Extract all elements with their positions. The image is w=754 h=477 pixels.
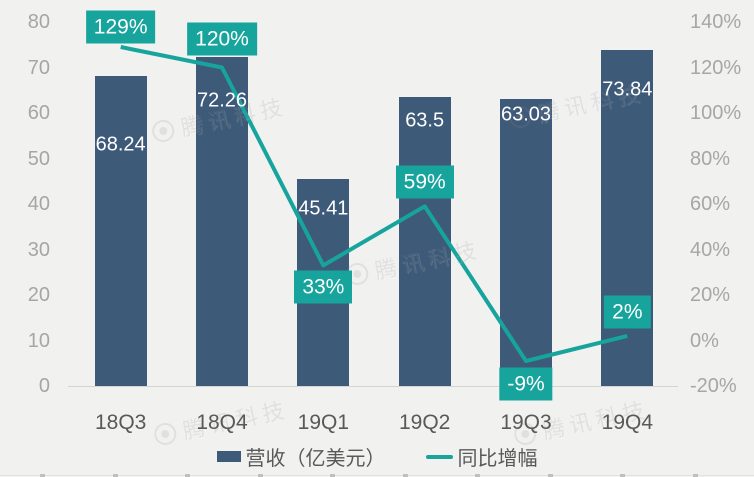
y-axis-tick-label: 10 bbox=[27, 329, 50, 352]
line-series-marker-icon bbox=[425, 454, 453, 459]
bar-value-label: 68.24 bbox=[95, 133, 146, 155]
y-axis-tick-label: 60 bbox=[27, 102, 50, 124]
bar bbox=[601, 50, 654, 386]
bar bbox=[500, 99, 552, 386]
bar bbox=[196, 57, 248, 386]
y-axis-tick-label: 40 bbox=[27, 193, 50, 215]
legend-item-revenue: 营收（亿美元） bbox=[216, 442, 386, 471]
x-axis-category-label: 18Q4 bbox=[196, 411, 248, 434]
bottom-ruler-tick bbox=[330, 474, 335, 477]
bar bbox=[398, 97, 451, 386]
y2-axis-tick-label: 140% bbox=[690, 11, 742, 33]
x-axis-baseline bbox=[68, 386, 678, 387]
watermark-logo-icon bbox=[150, 117, 177, 145]
bar-value-label: 63.5 bbox=[405, 109, 445, 132]
y-axis-tick-label: 80 bbox=[27, 11, 50, 33]
legend: 营收（亿美元） 同比增幅 bbox=[0, 442, 754, 471]
line-point-label: 129% bbox=[85, 10, 156, 44]
bottom-ruler-line bbox=[0, 475, 754, 476]
y-axis-tick-label: 0 bbox=[38, 375, 50, 397]
legend-item-growth: 同比增幅 bbox=[425, 442, 538, 471]
legend-label-revenue: 营收（亿美元） bbox=[245, 448, 386, 470]
x-axis-category-label: 18Q3 bbox=[94, 411, 147, 434]
x-axis-category-label: 19Q1 bbox=[297, 411, 350, 434]
y-axis-tick-label: 70 bbox=[27, 56, 50, 79]
y-axis-tick-label: 50 bbox=[27, 147, 50, 170]
y-axis-tick-label: 30 bbox=[27, 238, 50, 261]
y2-axis-tick-label: 60% bbox=[690, 193, 731, 215]
y-axis-tick-label: 20 bbox=[27, 284, 50, 306]
bottom-ruler-tick bbox=[692, 474, 698, 477]
line-point-label: -9% bbox=[499, 367, 553, 401]
line-point-label: 59% bbox=[395, 165, 454, 199]
bottom-ruler-tick bbox=[402, 474, 408, 477]
line-point-label: 2% bbox=[604, 295, 651, 329]
bottom-ruler-tick bbox=[257, 474, 263, 477]
bar-value-label: 45.41 bbox=[298, 197, 349, 220]
bar-series-marker-icon bbox=[216, 451, 241, 462]
bottom-ruler-tick bbox=[620, 474, 625, 477]
line-point-label: 120% bbox=[187, 22, 257, 55]
bottom-ruler-tick bbox=[475, 474, 480, 477]
y2-axis-tick-label: 40% bbox=[690, 238, 731, 261]
y2-axis-tick-label: 0% bbox=[690, 329, 719, 352]
bar-value-label: 63.03 bbox=[500, 103, 552, 126]
bottom-ruler-tick bbox=[112, 474, 118, 477]
growth-line bbox=[120, 45, 628, 363]
bottom-ruler-tick bbox=[547, 474, 553, 477]
x-axis-category-label: 19Q4 bbox=[601, 411, 654, 434]
y2-axis-tick-label: 20% bbox=[690, 284, 731, 306]
y2-axis-tick-label: 120% bbox=[690, 56, 742, 79]
bar-value-label: 73.84 bbox=[602, 78, 653, 101]
y2-axis-tick-label: 100% bbox=[690, 102, 742, 124]
bottom-ruler-tick bbox=[40, 474, 45, 477]
legend-label-growth: 同比增幅 bbox=[457, 448, 538, 470]
bar-value-label: 72.26 bbox=[196, 89, 248, 112]
x-axis-category-label: 19Q2 bbox=[398, 411, 451, 434]
y2-axis-tick-label: 80% bbox=[690, 147, 731, 170]
line-point-label: 33% bbox=[294, 270, 353, 304]
bottom-ruler-tick bbox=[185, 474, 190, 477]
y2-axis-tick-label: -20% bbox=[690, 375, 737, 397]
x-axis-category-label: 19Q3 bbox=[500, 411, 552, 434]
bar bbox=[94, 75, 147, 386]
